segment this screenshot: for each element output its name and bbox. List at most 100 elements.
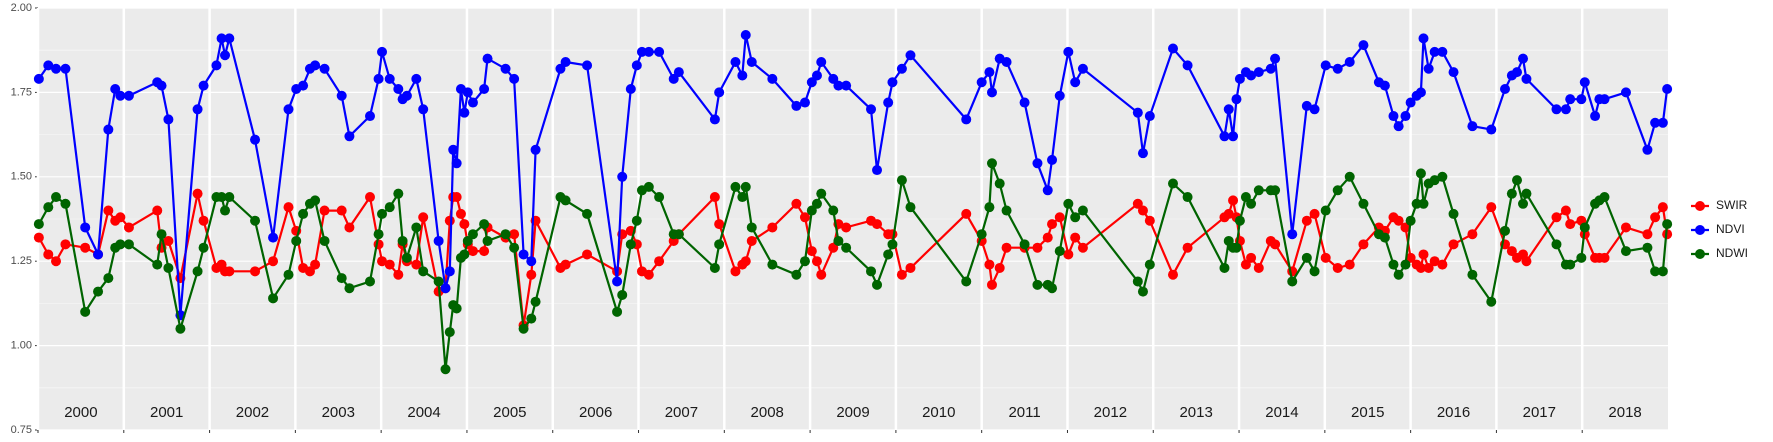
series-point [110,84,121,95]
series-point [617,289,628,300]
series-point [1077,205,1088,216]
series-point [1418,249,1429,260]
series-point [1246,198,1257,209]
series-point [319,205,330,216]
series-point [816,269,827,280]
series-point [896,63,907,74]
year-label: 2013 [1179,404,1212,421]
series-point [1662,84,1673,95]
series-point [737,70,748,81]
series-point [220,50,231,61]
series-point [1219,262,1230,273]
series-point [1599,252,1610,263]
series-point [482,53,493,64]
series-point [866,266,877,277]
series-point [1506,246,1517,257]
series-point [872,219,883,230]
series-point [401,90,412,101]
series-point [1620,246,1631,257]
series-point [1467,269,1478,280]
series-point [1405,215,1416,226]
series-point [1642,144,1653,155]
series-point [373,73,384,84]
series-point [1234,73,1245,84]
series-point [791,198,802,209]
series-point [1358,40,1369,51]
series-point [1001,205,1012,216]
series-point [1144,215,1155,226]
series-point [1560,205,1571,216]
series-point [1301,100,1312,111]
series-point [250,215,261,226]
series-point [1512,175,1523,186]
series-point [440,364,451,375]
year-label: 2015 [1351,404,1384,421]
series-point [1437,46,1448,57]
series-point [625,84,636,95]
series-point [1287,276,1298,287]
series-point [1467,229,1478,240]
series-point [384,202,395,213]
series-point [714,239,725,250]
series-point [1418,198,1429,209]
series-point [377,256,388,267]
series-point [440,283,451,294]
series-point [1599,192,1610,203]
series-point [1132,276,1143,287]
series-point [1642,229,1653,240]
series-point [1393,215,1404,226]
series-point [1642,242,1653,253]
series-point [1246,252,1257,263]
series-point [811,70,822,81]
series-point [1500,84,1510,95]
series-point [866,104,877,115]
series-point [1219,131,1230,142]
series-point [883,249,894,260]
series-point [1332,185,1343,196]
series-point [673,229,684,240]
series-point [103,205,114,216]
series-point [224,192,235,203]
series-point [344,131,355,142]
series-point [224,266,235,277]
y-tick-label: 1.25 [11,255,32,267]
series-point [791,269,802,280]
series-point [582,249,593,260]
series-point [1047,154,1058,165]
series-point [163,235,174,246]
series-point [500,63,511,74]
series-point [51,256,62,267]
series-point [1253,262,1264,273]
series-point [319,235,330,246]
series-point [60,63,71,74]
series-point [730,181,741,192]
series-point [60,239,71,250]
series-point [467,246,478,257]
series-point [411,222,422,233]
series-point [799,97,810,108]
series-point [530,296,541,307]
series-point [1144,111,1155,122]
series-point [198,242,209,253]
series-point [806,246,817,257]
series-point [1379,80,1390,91]
series-point [961,114,972,125]
year-label: 2001 [150,404,183,421]
series-point [526,269,537,280]
series-point [467,229,478,240]
series-point [560,57,571,68]
series-point [1167,269,1178,280]
series-point [60,198,71,209]
series-point [397,235,408,246]
series-point [393,84,404,95]
series-point [767,259,778,270]
series-point [216,192,227,203]
series-point [1167,178,1178,189]
series-point [1393,121,1404,132]
series-point [1418,33,1429,44]
series-point [1240,259,1251,270]
year-label: 2010 [922,404,955,421]
series-point [43,202,54,213]
series-point [192,266,203,277]
